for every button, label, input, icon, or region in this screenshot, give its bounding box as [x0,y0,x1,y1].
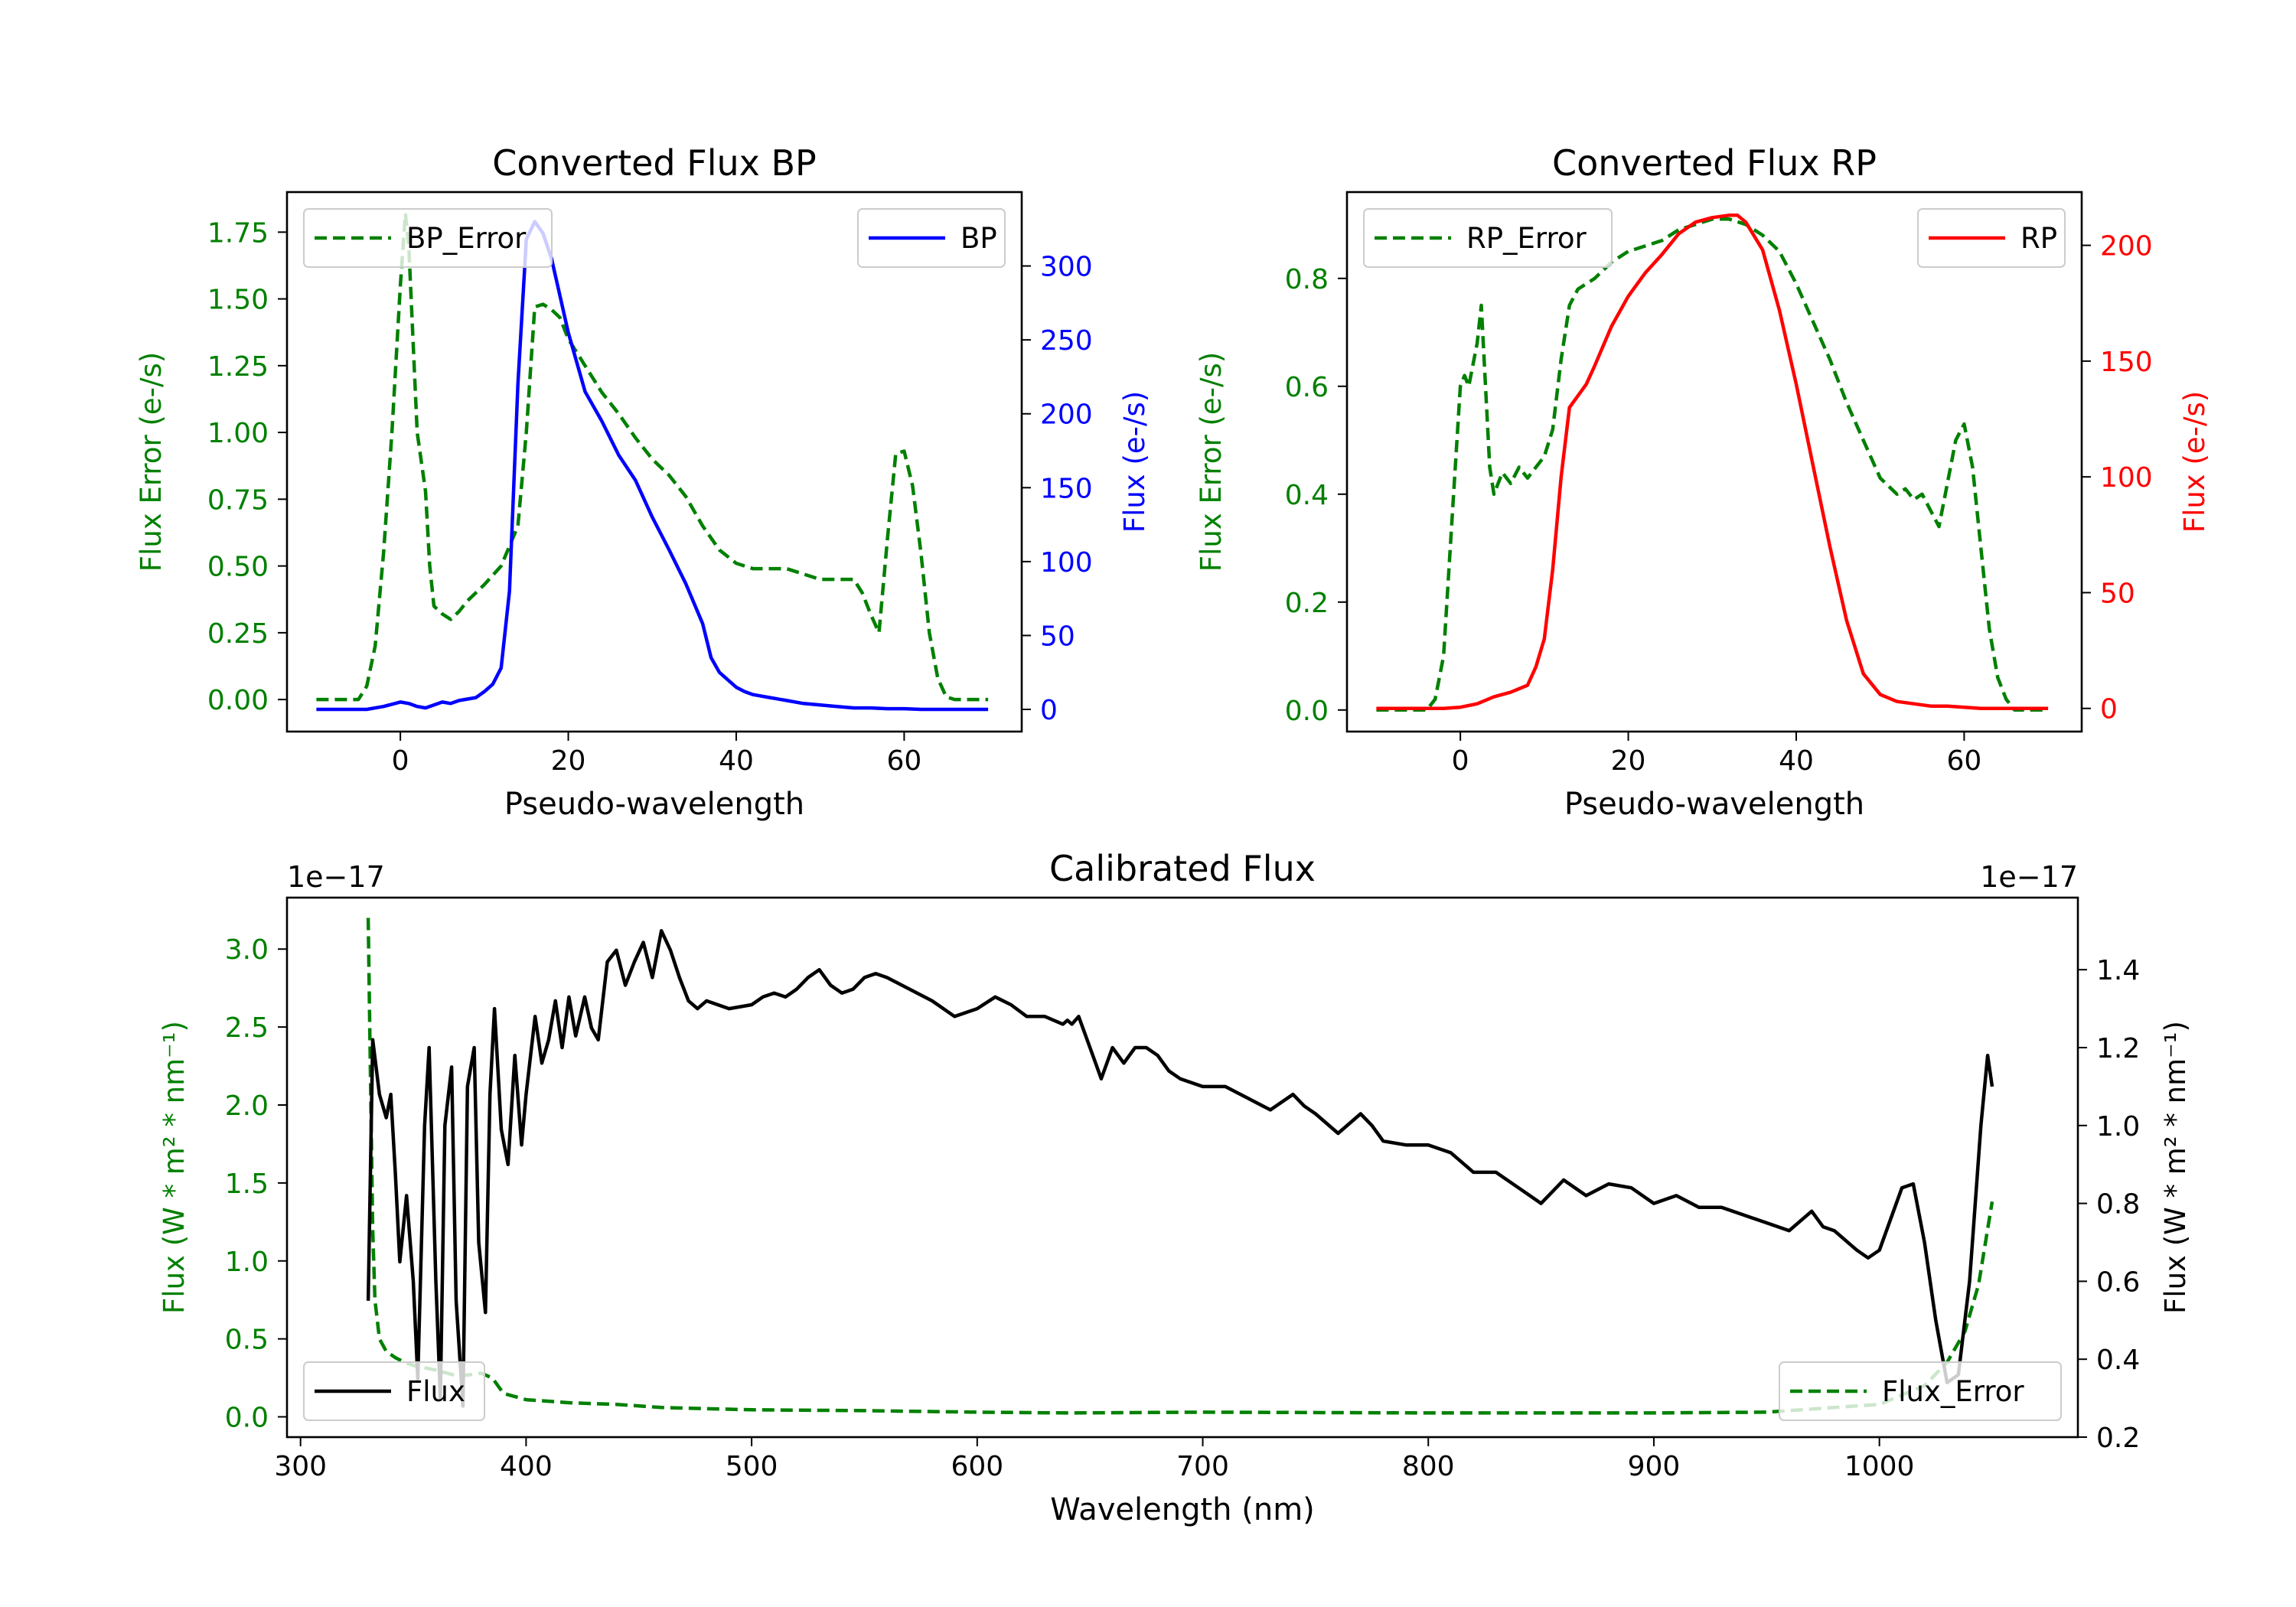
series-line-bp [316,220,989,712]
x-axis-label: Pseudo-wavelength [504,787,804,822]
y-right-tick-label: 200 [1040,399,1093,431]
y-left-tick-label: 1.50 [207,285,269,316]
y-right-tick-label: 0.6 [2096,1266,2140,1298]
y-right-tick-label: 300 [1040,252,1093,283]
y-left-tick-label: 0.5 [225,1325,269,1356]
legend-label: BP_Error [406,222,527,255]
legend-rp-error: RP_Error [1363,208,1613,268]
x-tick-label: 300 [274,1451,327,1482]
y-left-tick-label: 0.2 [1285,588,1329,619]
y-left-tick-label: 0.0 [225,1403,269,1434]
y-right-tick-label: 1.0 [2096,1111,2140,1143]
x-tick-label: 20 [1611,745,1646,777]
series-line-flux-error [366,918,1994,1415]
y-right-tick-label: 150 [1040,473,1093,504]
x-tick-label: 500 [726,1451,778,1482]
axes-frame [285,191,1023,733]
chart-title: Converted Flux BP [492,142,817,184]
y-left-tick-label: 1.0 [225,1247,269,1278]
y-left-tick-label: 0.4 [1285,480,1329,511]
y-right-tick-label: 0 [1040,695,1058,726]
calibrated-flux-chart-panel: Calibrated Flux 300 400 500 600 700 800 900 1000… [158,848,2192,1527]
axes-frame [1345,191,2083,733]
legend-label: RP_Error [1466,222,1587,255]
y-left-tick-label: 1.5 [225,1169,269,1200]
y-right-tick-label: 200 [2100,231,2153,262]
x-axis-label: Pseudo-wavelength [1564,787,1864,822]
legend-label: Flux [406,1375,465,1408]
y-left-tick-label: 0.50 [207,552,269,583]
y-left-tick-label: 3.0 [225,934,269,966]
y-right-offset-text: 1e−17 [1980,860,2078,894]
y-left-tick-label: 0.00 [207,685,269,716]
y-left-tick-label: 1.25 [207,351,269,383]
legend-flux-error: Flux_Error [1779,1361,2062,1421]
x-tick-label: 1000 [1844,1451,1915,1482]
series-line-rp-error [1376,217,2049,712]
x-tick-label: 400 [500,1451,553,1482]
y-left-axis-label: Flux (W * m² * nm⁻¹) [158,1021,191,1314]
bp-chart-panel: Converted Flux BP 0 20 40 60 0.00 0.25 0.50 0.75… [135,142,1151,822]
x-tick-label: 0 [392,745,409,777]
legend-label: Flux_Error [1882,1375,2024,1408]
y-right-tick-label: 0.8 [2096,1189,2140,1221]
chart-title: Calibrated Flux [1049,848,1316,889]
y-left-tick-label: 1.00 [207,418,269,449]
x-tick-label: 40 [1779,745,1814,777]
y-left-axis-label: Flux Error (e-/s) [1195,352,1228,572]
legend-frame [1779,1361,2062,1421]
y-right-tick-label: 250 [1040,325,1093,357]
x-tick-label: 20 [551,745,586,777]
x-tick-label: 800 [1402,1451,1455,1482]
legend-frame [303,1361,485,1421]
y-left-tick-label: 1.75 [207,217,269,249]
y-left-tick-label: 0.0 [1285,696,1329,727]
series-line-rp [1376,214,2049,710]
axes-frame [285,896,2079,1439]
y-left-tick-label: 2.5 [225,1012,269,1044]
legend-frame [1363,208,1613,268]
series-line-bp-error [316,211,989,702]
y-right-tick-label: 0 [2100,694,2118,725]
legend-rp: RP [1917,208,2066,268]
legend-flux: Flux [303,1361,485,1421]
x-tick-label: 900 [1628,1451,1681,1482]
y-left-offset-text: 1e−17 [287,860,385,894]
x-tick-label: 0 [1452,745,1469,777]
y-left-tick-label: 0.75 [207,484,269,516]
legend-bp-error: BP_Error [303,208,553,268]
y-left-axis-label: Flux Error (e-/s) [135,352,168,572]
y-left-tick-label: 2.0 [225,1090,269,1122]
y-right-tick-label: 100 [2100,462,2153,494]
y-right-axis-label: Flux (e-/s) [2178,391,2211,533]
y-right-axis-label: Flux (W * m² * nm⁻¹) [2159,1021,2192,1314]
x-tick-label: 60 [886,745,921,777]
y-right-tick-label: 100 [1040,547,1093,579]
series-line-flux [366,929,1994,1408]
y-right-axis-label: Flux (e-/s) [1118,391,1151,533]
legend-label: BP [960,222,997,255]
legend-frame [303,208,553,268]
chart-title: Converted Flux RP [1552,142,1877,184]
x-tick-label: 600 [951,1451,1003,1482]
y-left-tick-label: 0.8 [1285,264,1329,295]
legend-bp: BP [857,208,1006,268]
x-tick-label: 60 [1946,745,1981,777]
y-right-tick-label: 1.2 [2096,1033,2140,1064]
y-right-tick-label: 50 [2100,578,2135,609]
y-right-tick-label: 50 [1040,621,1075,652]
x-axis-label: Wavelength (nm) [1050,1492,1315,1527]
y-right-tick-label: 0.2 [2096,1423,2140,1454]
y-left-tick-label: 0.6 [1285,372,1329,403]
rp-chart-panel: Converted Flux RP 0 20 40 60 0.0 0.2 0.4 0.6 0.8 0… [1195,142,2211,822]
y-right-tick-label: 0.4 [2096,1345,2140,1376]
y-right-tick-label: 1.4 [2096,955,2140,986]
x-tick-label: 700 [1176,1451,1229,1482]
y-right-tick-label: 150 [2100,347,2153,378]
y-left-tick-label: 0.25 [207,618,269,650]
legend-label: RP [2020,222,2057,255]
x-tick-label: 40 [719,745,754,777]
